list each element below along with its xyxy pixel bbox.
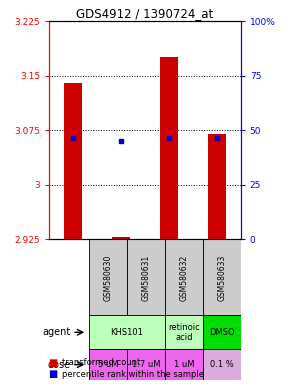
Bar (165, 239, 203, 315)
Text: percentile rank within the sample: percentile rank within the sample (62, 370, 204, 379)
Bar (89, 239, 127, 315)
Text: retinoic
acid: retinoic acid (168, 323, 200, 342)
Text: DMSO: DMSO (209, 328, 235, 337)
Text: GSM580630: GSM580630 (104, 254, 113, 301)
Text: GSM580631: GSM580631 (142, 254, 151, 301)
Bar (89, 349, 127, 380)
Text: 0.1 %: 0.1 % (210, 360, 234, 369)
Bar (127, 239, 165, 315)
Title: GDS4912 / 1390724_at: GDS4912 / 1390724_at (76, 7, 214, 20)
Bar (203, 349, 241, 380)
Bar (64, 83, 82, 239)
Bar (165, 315, 203, 349)
Bar (203, 239, 241, 315)
Text: dose: dose (47, 360, 70, 370)
Bar (112, 237, 130, 239)
Text: agent: agent (42, 327, 70, 337)
Bar (89, 315, 165, 349)
Bar (203, 315, 241, 349)
Bar (208, 134, 226, 239)
Text: 5 uM: 5 uM (98, 360, 118, 369)
Text: GSM580632: GSM580632 (179, 254, 188, 301)
Text: ■: ■ (49, 358, 62, 368)
Text: transformed count: transformed count (62, 358, 141, 367)
Text: ■: ■ (49, 369, 62, 379)
Text: GSM580633: GSM580633 (217, 254, 226, 301)
Bar (127, 349, 165, 380)
Bar (165, 349, 203, 380)
Text: KHS101: KHS101 (110, 328, 144, 337)
Text: 1 uM: 1 uM (174, 360, 194, 369)
Text: 1.7 uM: 1.7 uM (132, 360, 160, 369)
Bar (160, 58, 178, 239)
